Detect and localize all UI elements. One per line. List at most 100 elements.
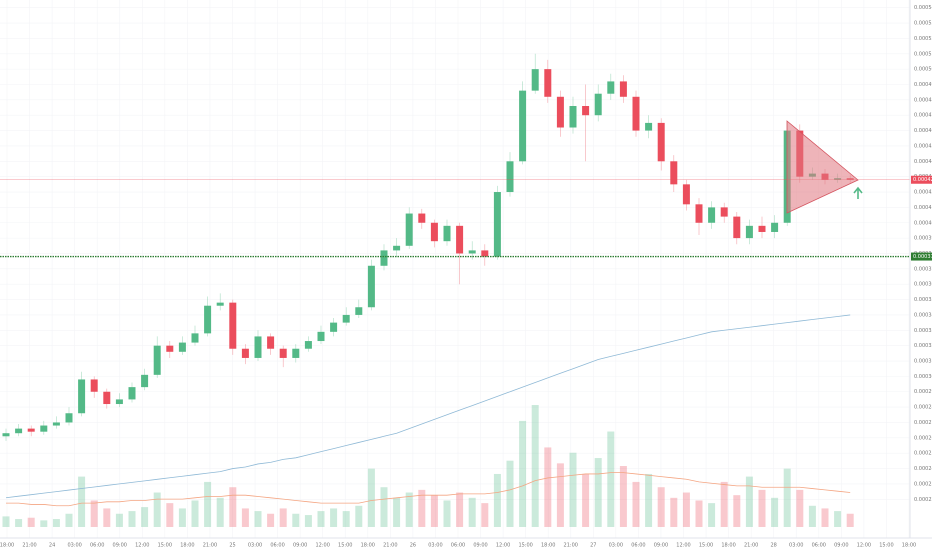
x-tick-label: 09:00 xyxy=(473,543,487,549)
candle-body xyxy=(317,331,325,342)
volume-bar xyxy=(393,497,401,527)
volume-bar xyxy=(632,481,640,527)
x-tick-label: 09:00 xyxy=(834,543,848,549)
volume-bar xyxy=(733,495,741,527)
volume-bar xyxy=(40,520,48,527)
volume-bar xyxy=(279,508,287,527)
x-tick-label: 21:00 xyxy=(383,543,397,549)
y-tick-label: 0.000310 xyxy=(914,359,932,365)
candle-body xyxy=(733,216,741,239)
x-tick-label: 15:00 xyxy=(158,543,172,549)
y-tick-label: 0.000530 xyxy=(914,21,932,27)
x-tick-label: 12:00 xyxy=(857,543,871,549)
candle-body xyxy=(632,96,640,131)
volume-bar xyxy=(481,503,489,527)
volume-bar xyxy=(821,508,829,527)
x-tick-label: 12:00 xyxy=(676,543,690,549)
volume-bar xyxy=(141,507,149,527)
volume-bar xyxy=(834,511,842,527)
volume-bar xyxy=(771,497,779,527)
candle-body xyxy=(430,222,438,242)
volume-bar xyxy=(216,497,224,527)
volume-bar xyxy=(90,500,98,527)
candle-body xyxy=(519,90,527,162)
x-tick-label: 03:00 xyxy=(428,543,442,549)
volume-bar xyxy=(267,513,275,527)
price-pane xyxy=(0,53,910,499)
y-tick-label: 0.000450 xyxy=(914,143,932,149)
y-tick-label: 0.000280 xyxy=(914,405,932,411)
volume-bar xyxy=(607,431,615,527)
x-tick-label: 06:00 xyxy=(631,543,645,549)
x-tick-label: 26 xyxy=(410,543,416,549)
volume-bar xyxy=(544,447,552,527)
x-tick-label: 06:00 xyxy=(270,543,284,549)
x-tick-label: 15:00 xyxy=(338,543,352,549)
candle-body xyxy=(456,225,464,254)
x-tick-label: 12:00 xyxy=(315,543,329,549)
candle-body xyxy=(657,122,665,162)
candle-body xyxy=(229,302,237,349)
volume-bar xyxy=(317,511,325,527)
y-tick-label: 0.000470 xyxy=(914,113,932,119)
volume-bar xyxy=(330,508,338,527)
last-price-label: 0.000428 xyxy=(913,177,932,183)
candle-body xyxy=(720,207,728,217)
candle-body xyxy=(52,422,60,426)
y-tick-label: 0.000480 xyxy=(914,97,932,103)
candle-body xyxy=(682,184,690,205)
candle-body xyxy=(65,413,73,423)
volume-bar xyxy=(430,495,438,527)
triangle-pattern xyxy=(786,120,859,214)
volume-bar xyxy=(456,492,464,527)
candle-body xyxy=(191,333,199,343)
candle-body xyxy=(216,302,224,306)
candle-body xyxy=(594,93,602,116)
y-tick-label: 0.000410 xyxy=(914,205,932,211)
ma-line xyxy=(5,314,851,499)
y-tick-label: 0.000460 xyxy=(914,128,932,134)
candle-body xyxy=(178,342,186,352)
candle-body xyxy=(141,374,149,388)
candle-body xyxy=(582,106,590,116)
volume-bar xyxy=(758,489,766,527)
x-tick-label: 03:00 xyxy=(248,543,262,549)
grid xyxy=(0,0,910,538)
y-tick-label: 0.000240 xyxy=(914,466,932,472)
x-tick-label: 09:00 xyxy=(654,543,668,549)
y-tick-label: 0.000520 xyxy=(914,36,932,42)
volume-bar xyxy=(519,420,527,527)
x-tick-label: 06:00 xyxy=(90,543,104,549)
candle-body xyxy=(481,250,489,257)
candle-body xyxy=(279,348,287,358)
y-tick-label: 0.000400 xyxy=(914,220,932,226)
y-tick-label: 0.000330 xyxy=(914,328,932,334)
volume-ma-line xyxy=(6,472,851,507)
y-tick-label: 0.000370 xyxy=(914,266,932,272)
x-tick-label: 18:00 xyxy=(902,543,916,549)
x-tick-label: 15:00 xyxy=(699,543,713,549)
volume-bar xyxy=(783,468,791,527)
candle-body xyxy=(166,345,174,352)
volume-pane xyxy=(2,405,854,527)
volume-bar xyxy=(52,519,60,527)
x-tick-label: 18:00 xyxy=(721,543,735,549)
up-arrow xyxy=(853,186,863,199)
y-tick-label: 0.000250 xyxy=(914,451,932,457)
candle-body xyxy=(367,265,375,308)
y-tick-label: 0.000300 xyxy=(914,374,932,380)
volume-bar xyxy=(846,513,854,527)
y-tick-label: 0.000440 xyxy=(914,159,932,165)
volume-bar xyxy=(78,476,86,527)
candle-body xyxy=(443,225,451,242)
support-label: 0.000378 xyxy=(913,254,932,260)
candle-body xyxy=(115,399,123,405)
x-tick-label: 03:00 xyxy=(609,543,623,549)
x-tick-label: 12:00 xyxy=(496,543,510,549)
candle-body xyxy=(241,348,249,358)
x-tick-label: 09:00 xyxy=(113,543,127,549)
candle-body xyxy=(330,322,338,332)
x-tick-label: 18:00 xyxy=(361,543,375,549)
